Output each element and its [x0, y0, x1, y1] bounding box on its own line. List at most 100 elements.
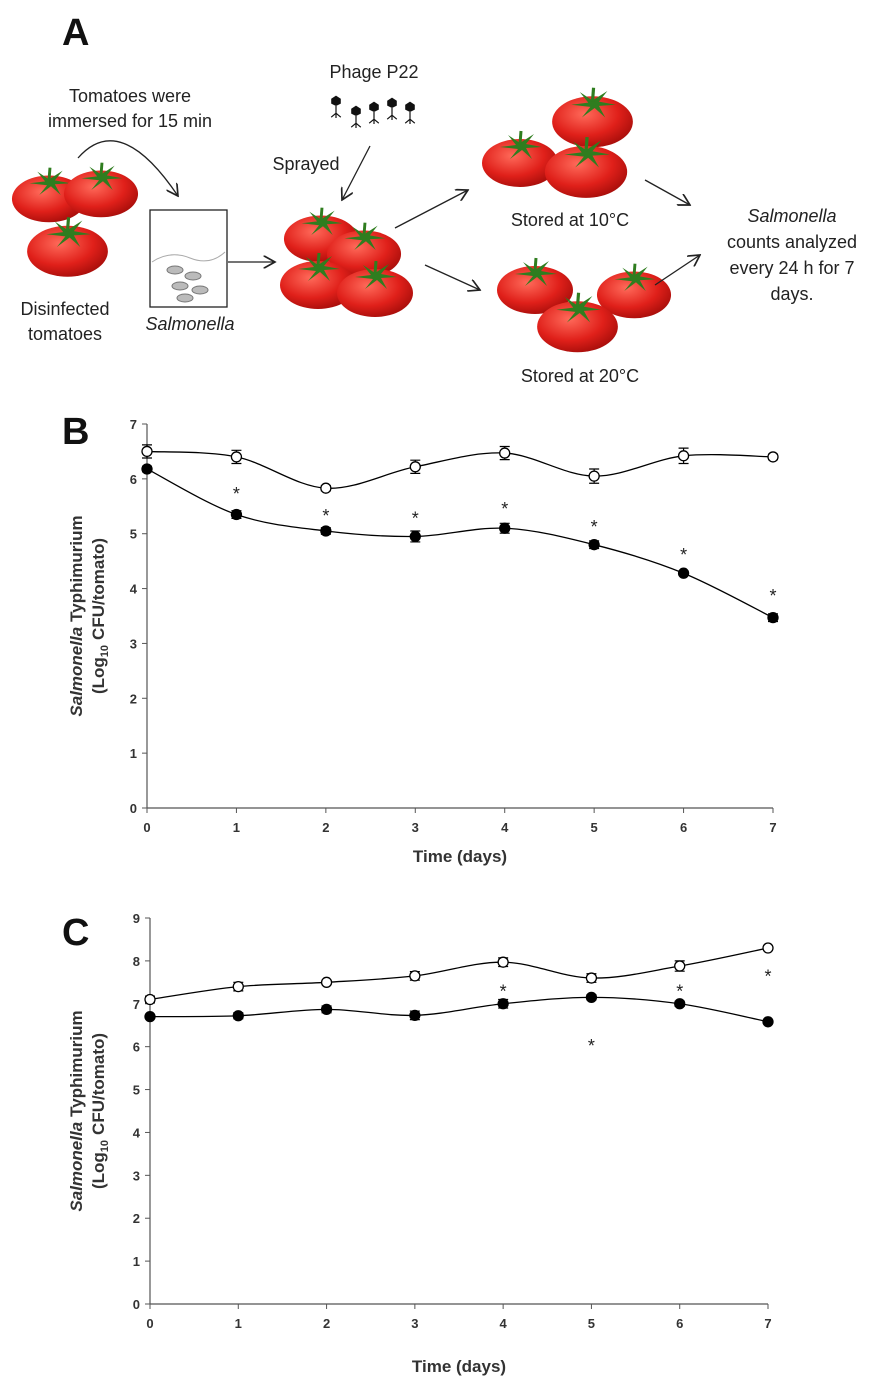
data-point	[589, 471, 599, 481]
y-tick-label: 0	[133, 1297, 140, 1312]
data-point	[500, 523, 510, 533]
diagram-text: every 24 h for 7	[729, 258, 854, 278]
y-tick-label: 7	[130, 417, 137, 432]
y-tick-label: 6	[130, 472, 137, 487]
x-tick-label: 6	[680, 820, 687, 835]
beaker	[150, 210, 227, 307]
data-point	[500, 448, 510, 458]
y-tick-label: 4	[130, 582, 138, 597]
data-point	[142, 464, 152, 474]
data-point	[763, 943, 773, 953]
data-point	[322, 977, 332, 987]
tomato-cluster	[497, 258, 671, 352]
data-point	[768, 452, 778, 462]
panel-label: B	[62, 411, 89, 453]
diagram-text: Stored at 10°C	[511, 210, 629, 230]
panel-label: C	[62, 912, 89, 954]
diagram-text: Stored at 20°C	[521, 366, 639, 386]
data-point	[233, 982, 243, 992]
data-point	[231, 510, 241, 520]
figure: A Tomatoes were immersed for 15 min Disi…	[0, 0, 873, 1381]
data-point	[321, 526, 331, 536]
data-point	[145, 994, 155, 1004]
y-tick-label: 5	[133, 1083, 140, 1098]
y-tick-label: 1	[133, 1254, 140, 1269]
y-label-part: Typhimurium	[67, 1010, 86, 1116]
arrow	[655, 255, 700, 285]
significance-mark: *	[680, 545, 687, 565]
diagram-text: immersed for 15 min	[48, 111, 212, 131]
tomato-cluster	[12, 163, 138, 277]
y-tick-label: 5	[130, 527, 137, 542]
data-point	[763, 1017, 773, 1027]
y-tick-label: 0	[130, 801, 137, 816]
significance-mark: *	[500, 981, 507, 1001]
y-axis-label: (Log10CFU/tomato)	[89, 538, 111, 694]
data-point	[768, 613, 778, 623]
x-tick-label: 7	[769, 820, 776, 835]
data-point	[231, 452, 241, 462]
y-tick-label: 1	[130, 746, 137, 761]
diagram-text: days.	[770, 284, 813, 304]
phages	[331, 96, 415, 128]
data-point	[679, 568, 689, 578]
x-tick-label: 2	[323, 1316, 330, 1331]
data-point	[410, 462, 420, 472]
data-point	[410, 1010, 420, 1020]
significance-mark: *	[412, 508, 419, 528]
diagram-text: Phage P22	[329, 62, 418, 82]
x-tick-label: 7	[764, 1316, 771, 1331]
significance-mark: *	[676, 981, 683, 1001]
y-tick-label: 6	[133, 1040, 140, 1055]
data-point	[142, 446, 152, 456]
y-tick-label: 9	[133, 911, 140, 926]
data-point	[498, 957, 508, 967]
data-point	[675, 961, 685, 971]
data-point	[322, 1004, 332, 1014]
arrow	[395, 190, 468, 228]
series-line	[147, 469, 773, 618]
y-axis-label: SalmonellaTyphimurium	[67, 1010, 86, 1211]
data-point	[586, 992, 596, 1002]
diagram-text: tomatoes	[28, 324, 102, 344]
significance-mark: *	[591, 517, 598, 537]
significance-mark: *	[233, 484, 240, 504]
y-tick-label: 3	[130, 636, 137, 651]
arrow	[425, 265, 480, 290]
y-axis-label: (Log10CFU/tomato)	[89, 1033, 111, 1189]
y-label-part: (Log	[89, 657, 108, 694]
y-label-part: Salmonella	[67, 627, 86, 717]
y-label-part: Typhimurium	[67, 515, 86, 621]
diagram-text: counts analyzed	[727, 232, 857, 252]
data-point	[679, 451, 689, 461]
data-point	[586, 973, 596, 983]
x-axis-label: Time (days)	[413, 847, 507, 866]
x-tick-label: 4	[501, 820, 509, 835]
data-point	[410, 971, 420, 981]
x-tick-label: 5	[588, 1316, 595, 1331]
significance-mark: *	[588, 1036, 595, 1056]
tomato-cluster	[280, 208, 413, 317]
significance-mark: *	[764, 966, 771, 986]
panel-label: A	[62, 12, 89, 54]
tomato-cluster	[482, 88, 633, 198]
arrow	[342, 146, 370, 200]
x-axis-label: Time (days)	[412, 1357, 506, 1376]
x-tick-label: 0	[143, 820, 150, 835]
diagram-text: Salmonella	[145, 314, 234, 334]
significance-mark: *	[322, 506, 329, 526]
y-label-part: 10	[99, 645, 111, 657]
significance-mark: *	[501, 499, 508, 519]
x-tick-label: 4	[500, 1316, 508, 1331]
y-label-part: CFU/tomato)	[89, 1033, 108, 1135]
x-tick-label: 1	[233, 820, 240, 835]
x-tick-label: 3	[412, 820, 419, 835]
data-point	[145, 1012, 155, 1022]
x-tick-label: 3	[411, 1316, 418, 1331]
diagram-text: Tomatoes were	[69, 86, 191, 106]
y-tick-label: 8	[133, 954, 140, 969]
diagram-text: Salmonella	[747, 206, 836, 226]
y-label-part: 10	[99, 1140, 111, 1152]
x-tick-label: 5	[591, 820, 598, 835]
data-point	[321, 483, 331, 493]
